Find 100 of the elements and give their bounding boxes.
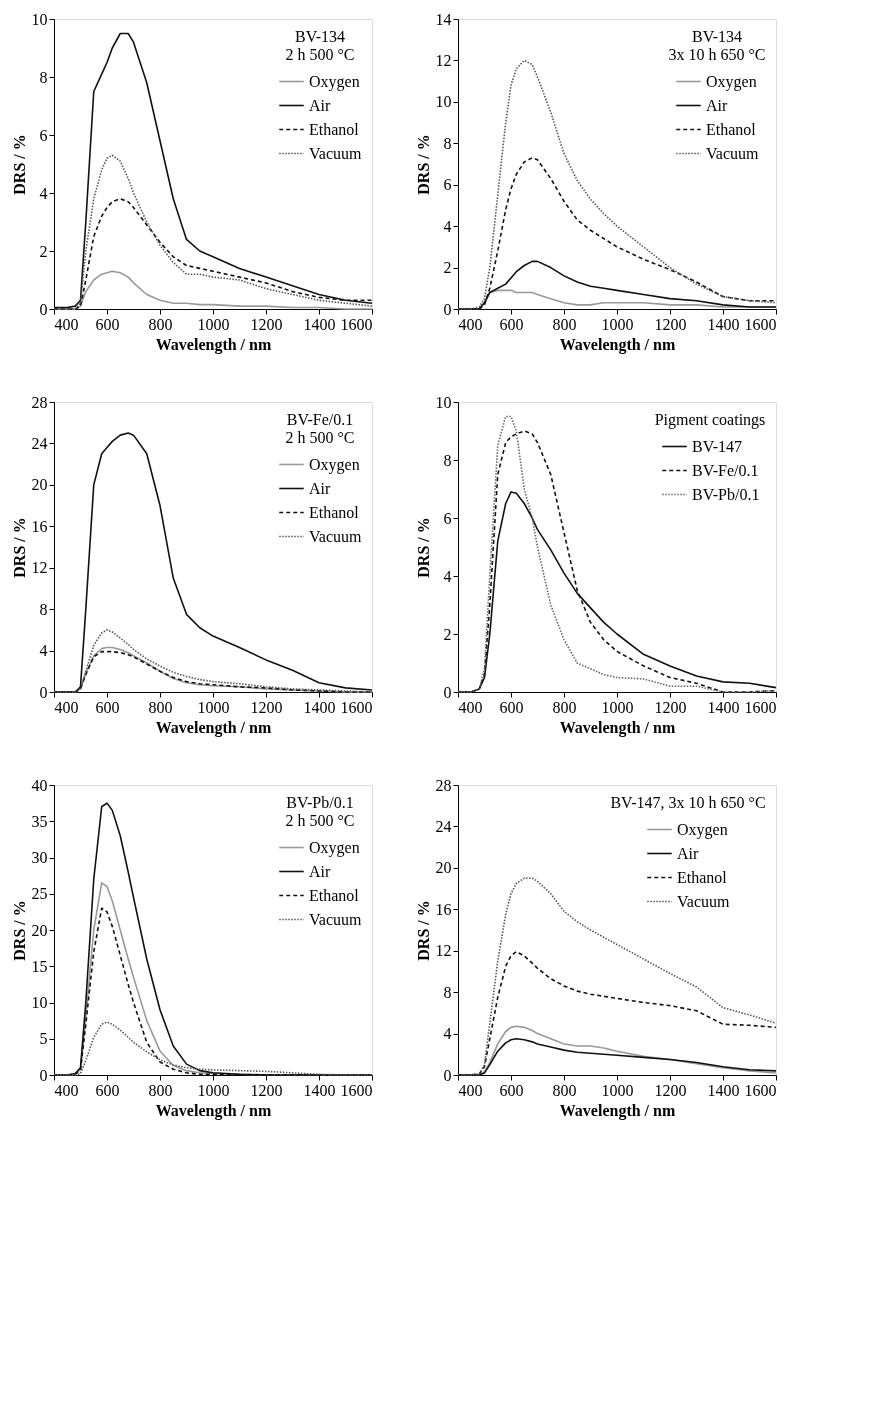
legend-label: Vacuum <box>309 527 362 545</box>
y-tick-label: 6 <box>443 176 452 194</box>
y-tick-label: 5 <box>39 1030 48 1048</box>
legend-label: BV-Fe/0.1 <box>692 461 759 479</box>
x-tick-label: 400 <box>458 698 483 716</box>
legend-label: BV-147 <box>692 437 743 455</box>
y-tick-label: 28 <box>435 776 452 794</box>
x-tick-label: 1400 <box>707 1081 740 1099</box>
legend-label: Air <box>677 844 699 862</box>
legend-label: Ethanol <box>309 886 360 904</box>
x-tick-label: 1000 <box>601 698 634 716</box>
legend-label: Vacuum <box>677 892 730 910</box>
x-tick-label: 400 <box>458 1081 483 1099</box>
x-tick-label: 1000 <box>197 315 230 333</box>
y-tick-label: 8 <box>443 134 452 152</box>
x-tick-label: 600 <box>95 315 120 333</box>
y-tick-label: 20 <box>31 921 48 939</box>
legend-label: Oxygen <box>309 72 360 91</box>
y-tick-label: 8 <box>39 600 48 618</box>
y-tick-label: 4 <box>443 567 452 585</box>
y-tick-label: 0 <box>443 683 452 701</box>
legend-label: Oxygen <box>706 72 757 91</box>
y-tick-label: 6 <box>443 509 452 527</box>
y-axis-title: DRS / % <box>10 517 28 578</box>
x-tick-label: 400 <box>54 315 79 333</box>
x-tick-label: 600 <box>95 698 120 716</box>
y-tick-label: 2 <box>39 242 48 260</box>
x-tick-label: 600 <box>499 315 524 333</box>
x-tick-label: 1400 <box>303 315 336 333</box>
x-tick-label: 800 <box>552 315 577 333</box>
x-tick-label: 400 <box>54 698 79 716</box>
x-axis-title: Wavelength / nm <box>155 1101 272 1120</box>
y-tick-label: 2 <box>443 625 452 643</box>
y-tick-label: 24 <box>435 817 452 835</box>
y-tick-label: 20 <box>435 859 452 877</box>
x-tick-label: 600 <box>499 1081 524 1099</box>
y-axis-title: DRS / % <box>10 134 28 195</box>
legend-label: Ethanol <box>309 120 360 138</box>
x-tick-label: 1400 <box>303 1081 336 1099</box>
x-tick-label: 600 <box>95 1081 120 1099</box>
x-axis-title: Wavelength / nm <box>559 1101 676 1120</box>
x-tick-label: 1400 <box>707 698 740 716</box>
legend-title: BV-147, 3x 10 h 650 °C <box>610 794 766 811</box>
y-axis-title: DRS / % <box>414 900 432 961</box>
x-tick-label: 400 <box>458 315 483 333</box>
x-axis-title: Wavelength / nm <box>559 335 676 354</box>
y-tick-label: 4 <box>443 217 452 235</box>
y-tick-label: 10 <box>435 393 452 411</box>
x-tick-label: 800 <box>552 698 577 716</box>
x-tick-label: 1600 <box>744 1081 777 1099</box>
x-tick-label: 1000 <box>601 315 634 333</box>
legend-label: BV-Pb/0.1 <box>692 485 760 503</box>
y-tick-label: 0 <box>39 300 48 318</box>
y-tick-label: 0 <box>443 300 452 318</box>
x-tick-label: 1200 <box>250 698 283 716</box>
y-tick-label: 10 <box>31 994 48 1011</box>
x-tick-label: 800 <box>148 698 173 716</box>
legend-label: Air <box>309 862 331 880</box>
x-tick-label: 1600 <box>340 315 373 333</box>
legend-label: Vacuum <box>309 144 362 162</box>
y-tick-label: 24 <box>31 434 48 452</box>
x-axis-title: Wavelength / nm <box>155 335 272 354</box>
y-tick-label: 6 <box>39 126 48 144</box>
y-tick-label: 4 <box>39 642 48 660</box>
x-tick-label: 800 <box>552 1081 577 1099</box>
y-axis-title: DRS / % <box>414 134 432 195</box>
x-tick-label: 1400 <box>303 698 336 716</box>
y-tick-label: 35 <box>31 812 48 830</box>
y-tick-label: 14 <box>435 10 452 28</box>
x-tick-label: 1200 <box>654 315 687 333</box>
y-tick-label: 8 <box>39 68 48 86</box>
y-tick-label: 8 <box>443 983 452 1001</box>
legend-title: BV-Fe/0.1 2 h 500 °C <box>285 411 355 446</box>
y-tick-label: 12 <box>31 559 48 577</box>
legend-label: Oxygen <box>677 820 728 839</box>
y-tick-label: 25 <box>31 885 48 903</box>
y-tick-label: 12 <box>435 942 452 960</box>
x-tick-label: 1200 <box>654 1081 687 1099</box>
y-tick-label: 20 <box>31 476 48 494</box>
y-tick-label: 30 <box>31 849 48 866</box>
x-tick-label: 1200 <box>250 315 283 333</box>
y-tick-label: 0 <box>443 1066 452 1084</box>
y-tick-label: 12 <box>435 51 452 69</box>
legend-title: BV-Pb/0.1 2 h 500 °C <box>285 794 355 829</box>
y-axis-title: DRS / % <box>414 517 432 578</box>
x-axis-title: Wavelength / nm <box>155 718 272 737</box>
legend-label: Air <box>309 479 331 497</box>
y-tick-label: 10 <box>435 93 452 111</box>
y-tick-label: 40 <box>31 776 48 794</box>
x-tick-label: 1400 <box>707 315 740 333</box>
y-tick-label: 15 <box>31 957 48 975</box>
legend-label: Air <box>309 96 331 114</box>
x-tick-label: 1200 <box>250 1081 283 1099</box>
x-tick-label: 1600 <box>340 1081 373 1099</box>
legend-label: Oxygen <box>309 455 360 474</box>
y-tick-label: 2 <box>443 259 452 277</box>
legend-title: Pigment coatings <box>654 411 766 429</box>
x-tick-label: 1600 <box>744 315 777 333</box>
legend-title: BV-134 2 h 500 °C <box>285 28 355 63</box>
legend-label: Oxygen <box>309 838 360 857</box>
